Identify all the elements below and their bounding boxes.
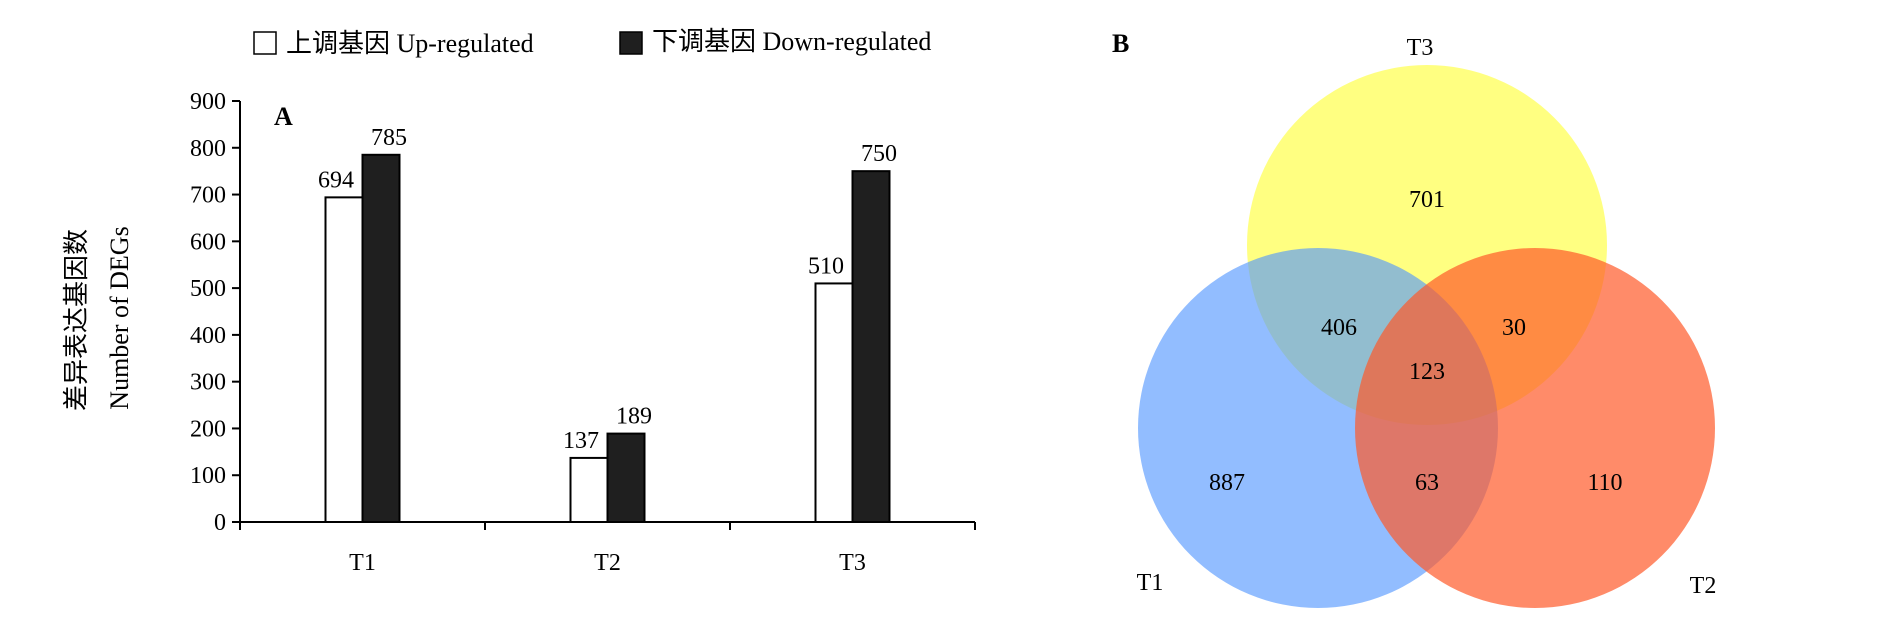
y-tick-label: 200 xyxy=(190,416,226,442)
y-tick-label: 0 xyxy=(214,510,226,536)
venn-count-t3-only: 701 xyxy=(1409,187,1445,213)
bar-value-label: 694 xyxy=(318,167,354,193)
venn-circle-t2 xyxy=(1355,248,1715,608)
legend-label-down: 下调基因 Down-regulated xyxy=(652,27,931,56)
y-tick-label: 800 xyxy=(190,136,226,162)
venn-count-t1-t3: 406 xyxy=(1321,315,1357,341)
x-tick-label: T3 xyxy=(839,550,866,576)
panel-label-b: B xyxy=(1112,29,1129,58)
venn-set-label-t3: T3 xyxy=(1407,35,1434,61)
venn-count-t2-t3: 30 xyxy=(1502,315,1526,341)
y-tick-label: 300 xyxy=(190,370,226,396)
x-tick-label: T1 xyxy=(349,550,376,576)
legend-swatch-down xyxy=(619,31,643,55)
venn-count-t1-t2: 63 xyxy=(1415,470,1439,496)
y-tick-label: 700 xyxy=(190,183,226,209)
bar-up-regulated xyxy=(324,196,364,524)
bar-down-regulated xyxy=(361,153,401,524)
bar-down-regulated xyxy=(606,432,646,523)
panel-label-a: A xyxy=(274,102,293,131)
y-tick-label: 500 xyxy=(190,276,226,302)
bar-up-regulated xyxy=(814,282,854,523)
y-tick-label: 900 xyxy=(190,89,226,115)
legend: 上调基因 Up-regulated 下调基因 Down-regulated xyxy=(253,27,931,58)
bar-value-label: 189 xyxy=(616,404,652,430)
y-tick-label: 600 xyxy=(190,229,226,255)
y-axis-label-cn: 差异表达基因数 xyxy=(62,229,91,411)
venn-count-t1-only: 887 xyxy=(1209,470,1245,496)
bar-value-label: 137 xyxy=(563,428,599,454)
venn-set-label-t2: T2 xyxy=(1690,573,1717,599)
legend-label-up: 上调基因 Up-regulated xyxy=(286,29,534,58)
bar-chart: A 差异表达基因数 Number of DEGs 0 100 200 300 400 50… xyxy=(62,89,976,576)
venn-count-t1-t2-t3: 123 xyxy=(1409,359,1445,385)
y-tick-label: 100 xyxy=(190,463,226,489)
x-tick-label: T2 xyxy=(594,550,621,576)
y-tick-label: 400 xyxy=(190,323,226,349)
legend-swatch-up xyxy=(253,31,277,55)
bar-down-regulated xyxy=(851,170,891,524)
venn-count-t2-only: 110 xyxy=(1587,470,1622,496)
venn-diagram: B T3 T1 T2 701 406 30 123 887 63 110 xyxy=(1112,29,1716,608)
bar-value-label: 750 xyxy=(861,141,897,167)
bar-up-regulated xyxy=(569,456,609,524)
y-axis-label-en: Number of DEGs xyxy=(105,226,134,409)
bar-value-label: 785 xyxy=(371,125,407,151)
venn-set-label-t1: T1 xyxy=(1137,570,1164,596)
bar-value-label: 510 xyxy=(808,253,844,279)
